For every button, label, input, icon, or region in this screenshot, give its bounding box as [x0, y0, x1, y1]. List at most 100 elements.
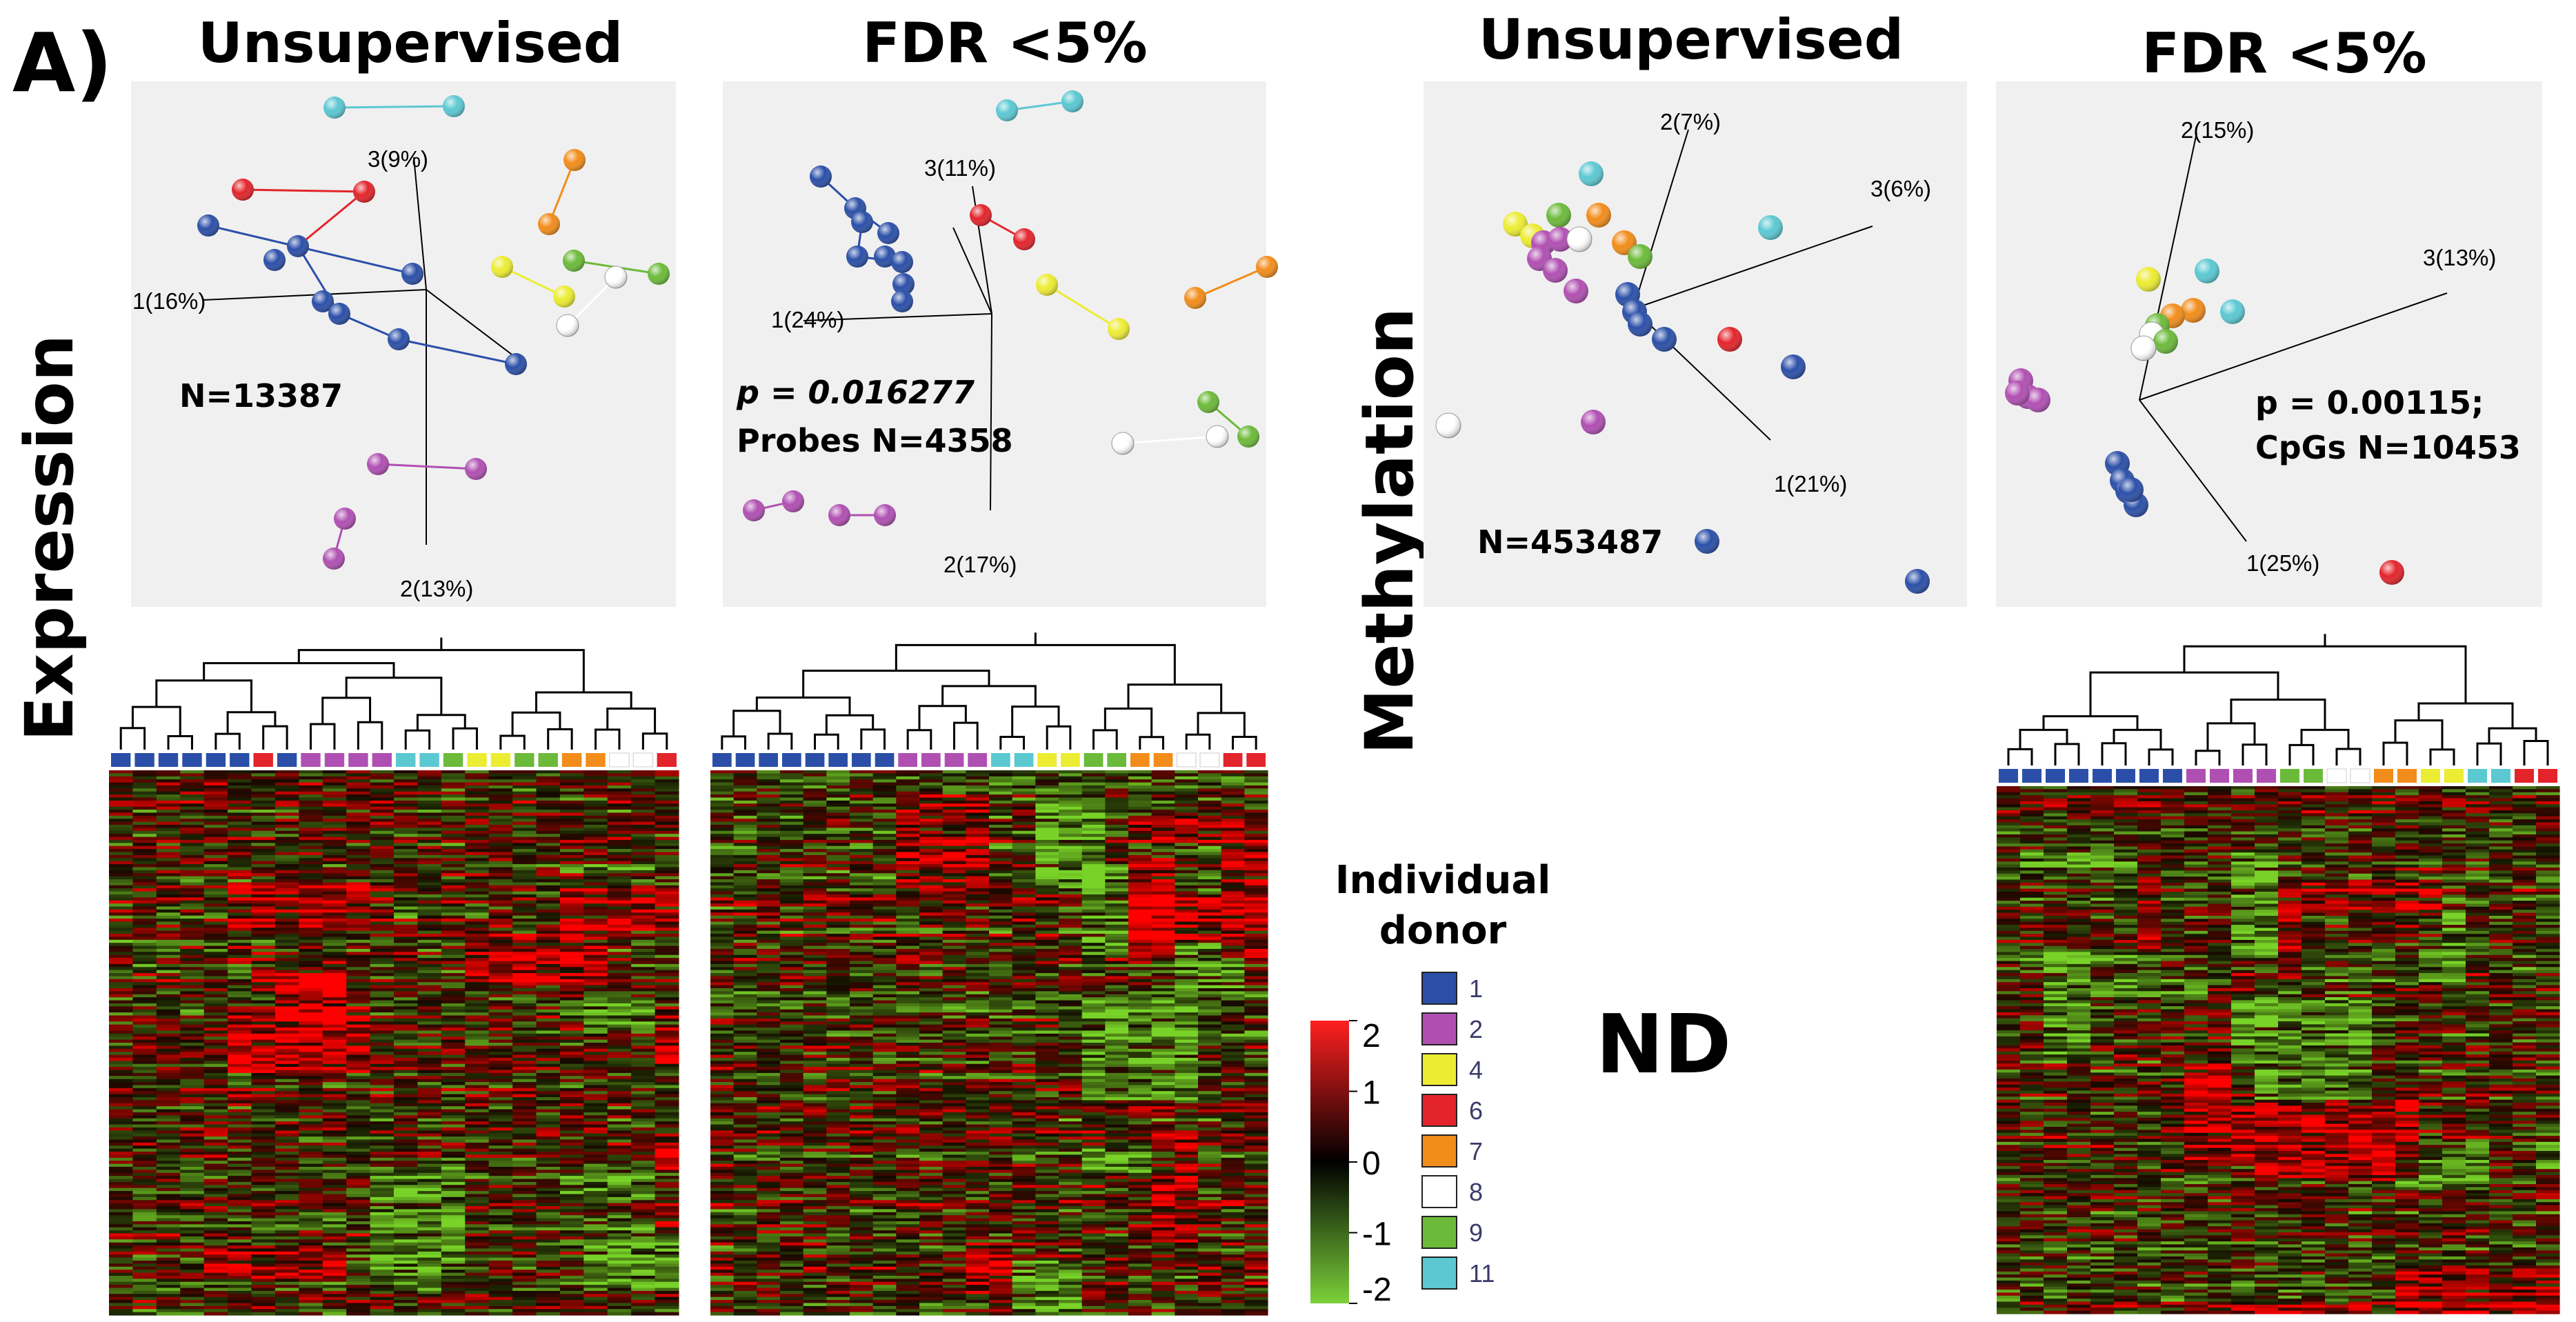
- legend-entry-donor-9: 9: [1421, 1216, 1483, 1249]
- pca1-axis-line-3: [413, 157, 427, 290]
- colorbar-tick-label: 2: [1362, 1018, 1381, 1054]
- pca4-point-donor-9: [2153, 329, 2178, 354]
- pca1-axis-line-4: [426, 289, 518, 359]
- pca3-n-label: N=453487: [1477, 523, 1663, 561]
- legend-title-line1: Individual: [1335, 858, 1551, 903]
- legend-entry-donor-7: 7: [1421, 1134, 1483, 1168]
- colorbar: [1310, 1021, 1349, 1303]
- legend-swatch: [1421, 1012, 1457, 1045]
- pca3-point-donor-1: [1628, 312, 1653, 337]
- heatmap-2-column-donor-2: [944, 753, 964, 767]
- pca1-point-donor-4: [553, 286, 575, 308]
- heatmap-3-column-donor-7: [2374, 769, 2393, 783]
- heatmap-2-column-donor-2: [968, 753, 987, 767]
- pca4-point-donor-4: [2136, 267, 2161, 292]
- pca3-point-donor-2: [1548, 227, 1572, 252]
- pca1-point-donor-1: [197, 214, 219, 237]
- legend-entry-donor-4: 4: [1421, 1053, 1483, 1086]
- row-label-methylation: Methylation: [1351, 308, 1428, 754]
- pca1-axis1-label: 1(16%): [132, 288, 206, 314]
- heatmap-1-column-donor-1: [206, 753, 226, 767]
- pca2-point-donor-9: [1197, 391, 1219, 413]
- pca2-axis-line-1: [803, 313, 992, 321]
- legend-swatch: [1421, 1094, 1457, 1127]
- heatmap-1: [109, 637, 679, 1316]
- heatmap-2-column-donor-2: [898, 753, 917, 767]
- heatmap-1-column-donor-9: [538, 753, 558, 767]
- heatmap-3-column-donor-7: [2397, 769, 2417, 783]
- pca4-axis1-label: 1(25%): [2246, 550, 2319, 576]
- heatmap-1-column-donor-1: [134, 753, 154, 767]
- pca2-replicate-link: [1122, 435, 1218, 445]
- pca1-point-donor-1: [328, 303, 350, 325]
- heatmap-1-column-donor-6: [253, 753, 273, 767]
- pca3-point-donor-11: [1758, 215, 1783, 240]
- heatmap-1-column-donor-1: [111, 753, 131, 767]
- pca1-axis2-label: 2(13%): [400, 576, 473, 601]
- pca1-point-donor-2: [367, 453, 389, 475]
- heatmap-2-column-donor-1: [805, 753, 825, 767]
- pca2-point-donor-11: [1061, 90, 1084, 112]
- heatmap-1-column-donor-7: [561, 753, 582, 767]
- pca1-point-donor-1: [287, 235, 309, 257]
- pca3-point-donor-2: [1564, 279, 1588, 303]
- pca2-p-label: p = 0.016277: [736, 374, 975, 411]
- heatmap-3-dendrogram: [2007, 634, 2549, 765]
- pca4-point-donor-8: [2130, 335, 2157, 361]
- heatmap-3-column-donor-2: [2186, 769, 2206, 783]
- nd-label: ND: [1596, 996, 1732, 1092]
- pca3-point-donor-1: [1695, 529, 1719, 554]
- pca2-point-donor-9: [1237, 425, 1259, 448]
- pca2-point-donor-1: [846, 246, 868, 268]
- pca3-point-donor-11: [1579, 161, 1604, 186]
- pca1-point-donor-6: [353, 181, 375, 203]
- pca4-point-donor-6: [2379, 560, 2404, 585]
- heatmap-1-column-donor-2: [372, 753, 392, 767]
- heatmap-3-column-donor-1: [2116, 769, 2135, 783]
- heatmap-3-column-donor-1: [2139, 769, 2159, 783]
- heatmap-1-column-donor-1: [277, 753, 297, 767]
- heatmap-2-column-donor-8: [1199, 752, 1220, 768]
- pca2-point-donor-4: [1108, 318, 1130, 340]
- heatmap-3-column-donor-2: [2257, 769, 2276, 783]
- pca3-point-donor-2: [1581, 410, 1606, 434]
- heatmap-3-column-donor-11: [2468, 769, 2487, 783]
- heatmap-1-column-donor-1: [158, 753, 179, 767]
- heatmap-1-column-donor-1: [182, 753, 202, 767]
- pca1-point-donor-1: [312, 290, 334, 312]
- pca2-replicate-link: [1046, 283, 1119, 330]
- pca4-point-donor-2: [2005, 381, 2030, 405]
- colorbar-ticks: 2 1 0 -1 -2: [1349, 1018, 1392, 1308]
- pca2-point-donor-2: [874, 504, 896, 526]
- heatmap-3-column-donor-8: [2326, 768, 2347, 783]
- legend-title-line2: donor: [1379, 908, 1507, 953]
- pca2-point-donor-7: [1184, 287, 1206, 309]
- pca4-p-label: p = 0.00115;: [2255, 384, 2484, 421]
- heatmap-2-column-donor-1: [759, 753, 778, 767]
- pca3-point-donor-8: [1566, 226, 1592, 252]
- pca1-point-donor-2: [334, 508, 356, 530]
- pca2-axis-line-4: [952, 227, 992, 314]
- heatmap-3-column-donor-4: [2444, 769, 2464, 783]
- pca4-panel: [1996, 81, 2542, 607]
- pca1-point-donor-8: [556, 314, 579, 337]
- pca3-panel: [1424, 81, 1967, 607]
- legend-label: 1: [1469, 974, 1483, 1003]
- pca3-point-donor-9: [1628, 244, 1653, 269]
- pca1-replicate-link: [242, 188, 365, 193]
- legend-swatch: [1421, 1134, 1457, 1168]
- heatmap-3-column-donor-9: [2304, 769, 2323, 783]
- pca3-point-donor-7: [1586, 203, 1611, 228]
- pca2-n-label: Probes N=4358: [737, 422, 1013, 459]
- pca2-point-donor-8: [1111, 432, 1135, 455]
- heatmap-2-column-donor-1: [875, 753, 895, 767]
- heatmap-3-column-donor-6: [2515, 769, 2534, 783]
- pca1-axis3-label: 3(9%): [368, 146, 428, 172]
- pca1-point-donor-11: [443, 95, 465, 117]
- pca2-point-donor-2: [743, 499, 765, 521]
- pca4-axis-line-3: [2139, 399, 2247, 542]
- legend-entry-donor-11: 11: [1421, 1256, 1495, 1290]
- legend-entry-donor-2: 2: [1421, 1012, 1483, 1045]
